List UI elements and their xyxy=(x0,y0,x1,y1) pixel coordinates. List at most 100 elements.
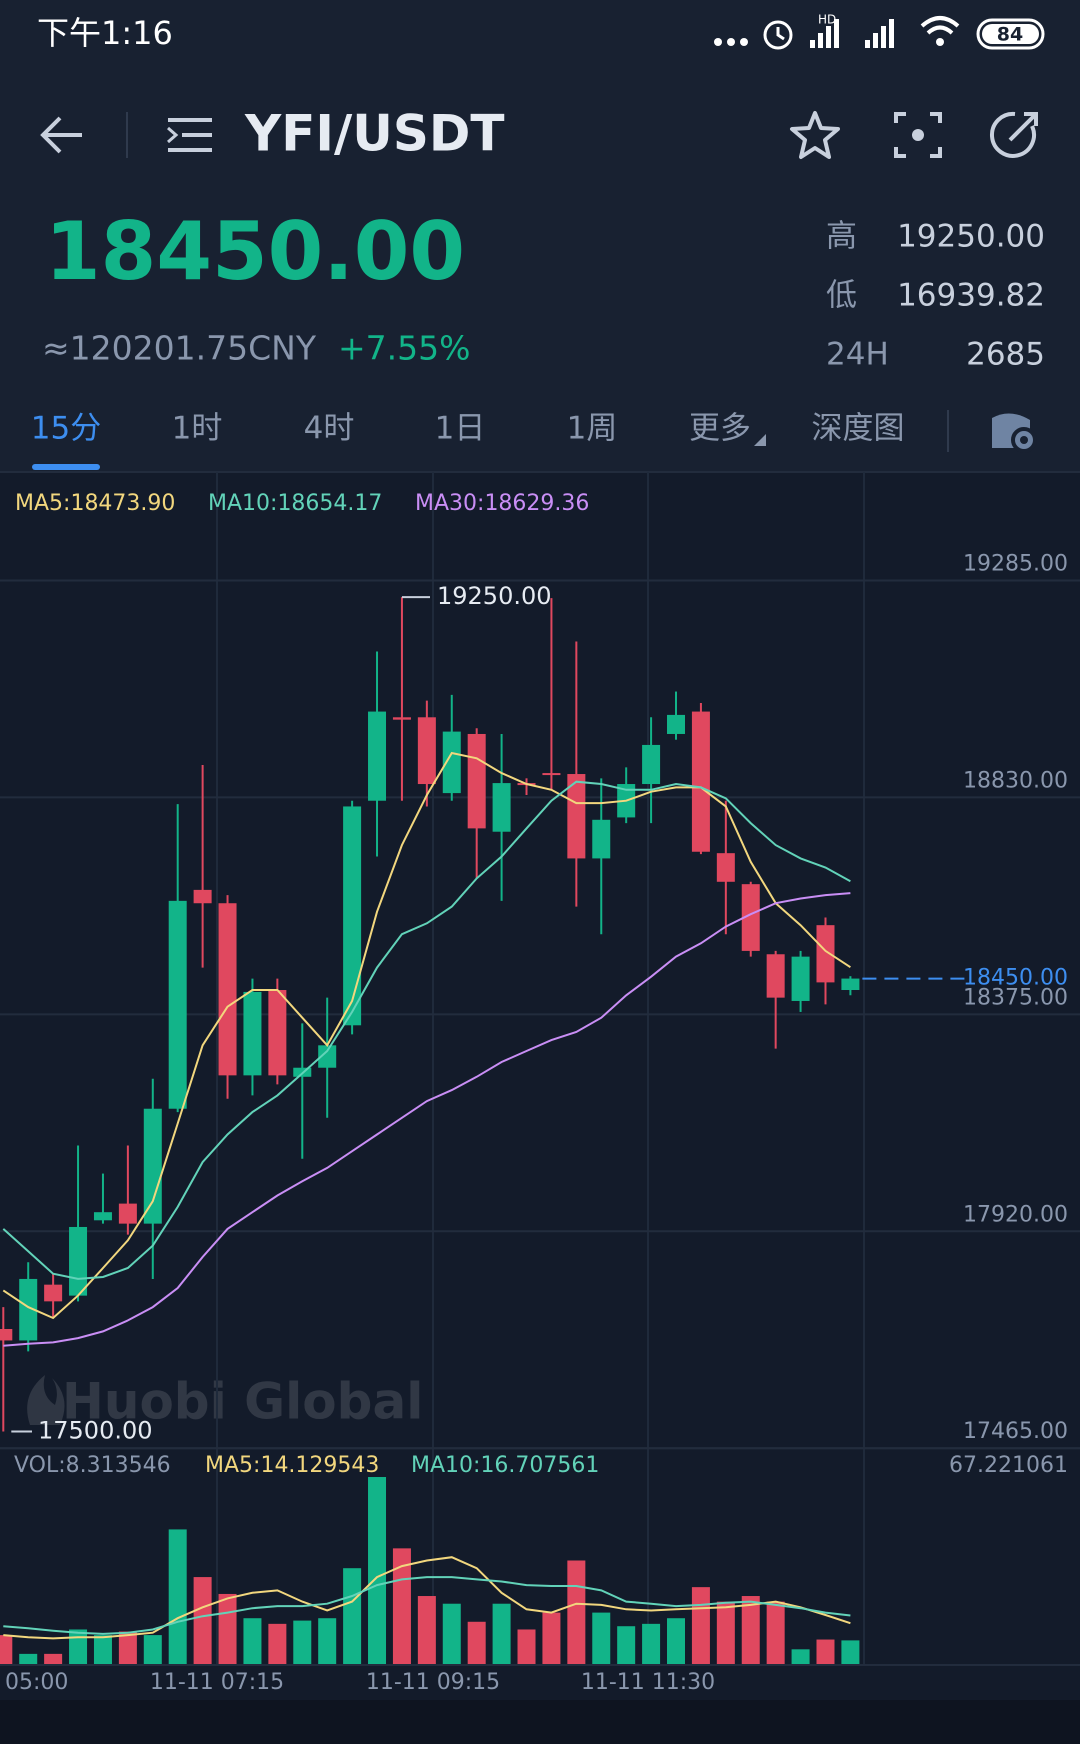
share-button[interactable] xyxy=(989,111,1038,158)
status-icons: HD xyxy=(714,13,1045,50)
volume-bar xyxy=(368,1477,387,1665)
svg-text:HD: HD xyxy=(818,13,836,27)
tab[interactable]: 更多 xyxy=(689,411,751,447)
volume-bar xyxy=(442,1603,461,1665)
volume-bar xyxy=(542,1612,561,1665)
y-tick-label: 17465.00 xyxy=(963,1419,1068,1444)
legend-entry: MA30:18629.36 xyxy=(415,491,589,516)
candle-body xyxy=(667,714,686,734)
volume-bar xyxy=(841,1640,860,1665)
watermark: Huobi Global xyxy=(62,1373,423,1431)
favorite-button[interactable] xyxy=(790,111,840,159)
plot: 19285.00 18830.00 18375.00 17920.00 17465.00… xyxy=(0,472,1080,1695)
candle-body xyxy=(44,1284,63,1302)
volume-bar xyxy=(392,1548,411,1665)
watermark-logo xyxy=(27,1375,65,1425)
tab[interactable]: 15分 xyxy=(31,411,101,447)
candle-body xyxy=(118,1203,137,1224)
volume-bar xyxy=(766,1601,785,1665)
y-tick-label: 19285.00 xyxy=(963,551,1068,576)
tab[interactable]: 1时 xyxy=(172,411,223,447)
screenshot-button[interactable] xyxy=(894,112,942,158)
candle-body xyxy=(168,900,187,1109)
y-tick-label: 18830.00 xyxy=(963,768,1068,793)
candle-body xyxy=(343,806,362,1026)
back-button[interactable] xyxy=(40,116,82,154)
candle-body xyxy=(816,925,835,983)
volume-bar xyxy=(617,1626,636,1665)
candle-body xyxy=(93,1212,112,1221)
candle-body xyxy=(791,956,810,1001)
bottom-bar xyxy=(0,1700,1080,1744)
ma-line xyxy=(2,751,851,1320)
volume-bar xyxy=(716,1601,735,1665)
header-background xyxy=(0,0,1080,472)
candle-body xyxy=(642,744,661,785)
tab-indicator xyxy=(32,464,100,470)
volume-bar xyxy=(642,1623,661,1665)
volume-bar xyxy=(44,1653,63,1665)
candle-body xyxy=(392,717,411,720)
ma-line xyxy=(2,780,851,1280)
candle-body xyxy=(0,1329,13,1341)
volume-bar xyxy=(168,1529,187,1665)
volume-bar xyxy=(118,1631,137,1665)
volume-bar xyxy=(19,1653,38,1665)
legend-entry: MA10:16.707561 xyxy=(411,1453,599,1478)
tab[interactable]: 深度图 xyxy=(812,411,905,447)
volume-bar xyxy=(667,1618,686,1665)
stat-label: 低 xyxy=(826,278,857,314)
volume-bar xyxy=(218,1593,237,1665)
legend-entry: MA5:14.129543 xyxy=(205,1453,379,1478)
candle-body xyxy=(492,783,511,832)
candle-body xyxy=(69,1226,88,1296)
volume-bar xyxy=(592,1612,611,1665)
candle-body xyxy=(741,884,760,951)
volume-bar xyxy=(691,1587,710,1665)
volume-bar xyxy=(492,1603,511,1665)
volume-bar xyxy=(791,1649,810,1665)
last-price-label: 18450.00 xyxy=(963,966,1068,991)
stat-label: 24H xyxy=(826,337,889,373)
volume-bar xyxy=(243,1618,262,1665)
volume-bar xyxy=(318,1618,337,1665)
cny-price: ≈120201.75CNY xyxy=(42,329,317,368)
candle-body xyxy=(368,711,387,801)
candle-body xyxy=(143,1108,162,1224)
volume-bar xyxy=(467,1621,486,1665)
volume-bar xyxy=(93,1635,112,1665)
tabs: 15分 1时 4时 1日 1周 更多 深度图 xyxy=(31,411,905,470)
volume-ma-line xyxy=(3,1576,851,1635)
stat-value: 19250.00 xyxy=(897,219,1045,255)
legend-entry: MA5:18473.90 xyxy=(15,491,175,516)
pair-title: YFI/USDT xyxy=(244,105,504,163)
candle-body xyxy=(243,991,262,1076)
volume-bar xyxy=(417,1596,436,1665)
candle-body xyxy=(442,731,461,794)
volume-bar xyxy=(741,1596,760,1665)
chart-settings-button[interactable] xyxy=(992,413,1037,453)
stat-label: 高 xyxy=(826,219,857,255)
candle-body xyxy=(766,954,785,998)
volume-label: VOL:8.313546 xyxy=(14,1453,171,1478)
stat-value: 2685 xyxy=(966,337,1045,373)
y-tick-label: 17920.00 xyxy=(963,1202,1068,1227)
y-tick-label: 18375.00 xyxy=(963,985,1068,1010)
ma-line xyxy=(3,892,851,1347)
candle-body xyxy=(467,733,486,829)
volume-bar xyxy=(69,1629,88,1665)
stat-value: 16939.82 xyxy=(897,278,1045,314)
volume-bar xyxy=(343,1568,362,1665)
tab[interactable]: 1周 xyxy=(567,411,618,447)
x-tick-label: 05:00 xyxy=(5,1670,68,1695)
tab[interactable]: 1日 xyxy=(435,411,486,447)
y-tick-label: 67.221061 xyxy=(949,1453,1068,1478)
legend-entry: MA10:18654.17 xyxy=(208,491,382,516)
tab[interactable]: 4时 xyxy=(304,411,355,447)
volume-ma-line xyxy=(3,1556,851,1640)
menu-button[interactable] xyxy=(167,118,212,152)
x-tick-label: 11-11 11:30 xyxy=(581,1670,715,1695)
x-tick-label: 11-11 07:15 xyxy=(150,1670,284,1695)
